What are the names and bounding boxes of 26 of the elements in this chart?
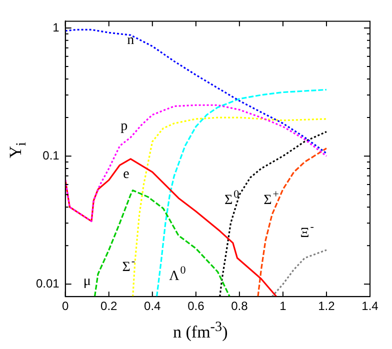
- line-series: [271, 249, 328, 297]
- line-series: [156, 88, 328, 297]
- series-label: n: [127, 33, 134, 48]
- series-label: e: [123, 167, 130, 182]
- line-series: [94, 190, 230, 297]
- line-series: [132, 116, 328, 297]
- x-tick-label: 0.4: [144, 299, 162, 314]
- x-tick-label: 0.8: [231, 299, 248, 314]
- x-tick-label: 0.6: [188, 299, 205, 314]
- x-tick-label: 1.2: [318, 299, 336, 314]
- x-tick-label: 0.2: [100, 299, 118, 314]
- y-tick-label: 0.1: [42, 148, 60, 162]
- series-label: μ: [83, 274, 91, 290]
- x-tick-label: 0: [62, 299, 70, 314]
- y-tick-label: 1: [52, 20, 60, 34]
- y-tick-label: 0.01: [36, 276, 60, 290]
- line-series: [257, 148, 328, 297]
- series-label: Σ+: [264, 188, 280, 208]
- series-label: Ξ-: [300, 221, 314, 241]
- line-series: [65, 104, 328, 222]
- x-axis-title: n (fm$^{-3}$): [173, 318, 228, 344]
- series-label: p: [120, 119, 128, 134]
- line-series: [65, 28, 328, 154]
- series-label: Σ-: [122, 255, 136, 276]
- x-tick-label: 1: [280, 299, 287, 314]
- x-tick-label: 1.4: [362, 299, 379, 314]
